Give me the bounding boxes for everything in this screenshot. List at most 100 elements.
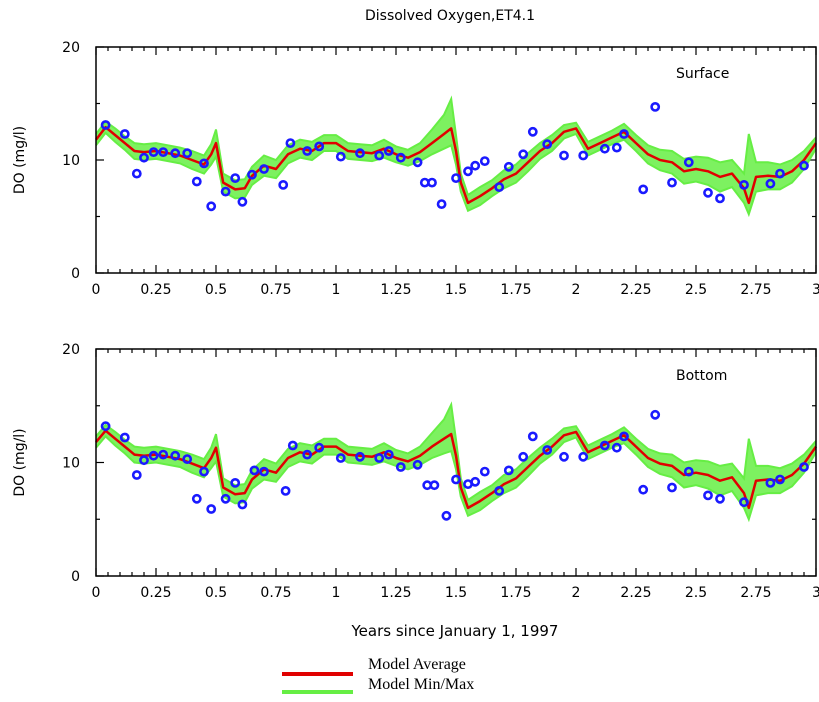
observation-point (119, 432, 130, 443)
x-tick-label: 0.75 (260, 585, 291, 601)
x-tick-label: 2.75 (740, 585, 771, 601)
bottom-panel: 0 0.25 0.5 0.75 1 1.25 1.5 1.75 2 2.25 2.5 2.75 3 0 10… (12, 342, 819, 601)
observation-point (148, 147, 159, 157)
series-model-max-line (95, 401, 817, 502)
x-tick-label: 2.25 (620, 585, 651, 601)
x-tick-label: 2 (572, 282, 581, 298)
observation-point (703, 490, 713, 501)
observation-point (158, 449, 169, 460)
observation-point (182, 148, 193, 159)
observation-point (314, 141, 325, 152)
observation-point (451, 173, 461, 183)
observation-point (619, 431, 629, 442)
chart-title: Dissolved Oxygen,ET4.1 (365, 8, 535, 24)
observation-point (302, 146, 313, 156)
observation-point (578, 150, 589, 161)
observation-point (427, 177, 437, 188)
observation-point (451, 474, 461, 485)
observation-point (503, 465, 514, 476)
observation-point (100, 120, 111, 130)
y-tick-label: 20 (62, 40, 80, 56)
observation-point (494, 485, 505, 496)
observation-point (335, 453, 346, 463)
observation-point (302, 449, 313, 460)
y-tick-label: 10 (62, 456, 80, 472)
x-tick-label: 2.5 (685, 585, 707, 601)
observation-point (131, 470, 142, 480)
series-model-min-line (95, 434, 817, 523)
x-tick-label: 1.25 (380, 585, 411, 601)
observation-point (739, 497, 749, 508)
plot-frame (95, 46, 817, 274)
observation-point (715, 493, 725, 504)
observation-point (611, 442, 622, 453)
observation-point (715, 193, 725, 204)
observation-point (503, 161, 514, 172)
observation-point (470, 160, 481, 171)
x-tick-label: 3 (812, 585, 819, 601)
observation-point (429, 480, 440, 491)
x-tick-label: 0 (92, 585, 101, 601)
observation-point (119, 129, 130, 139)
legend-label-model-minmax: Model Min/Max (368, 676, 474, 693)
observation-point (355, 451, 365, 462)
observation-point (683, 157, 694, 168)
observation-point (182, 454, 193, 464)
observation-point (237, 196, 248, 207)
observation-point (542, 139, 553, 150)
x-tick-label: 1.5 (445, 282, 467, 298)
x-tick-label: 0.5 (205, 585, 227, 601)
x-tick-label: 2 (572, 585, 581, 601)
observation-point (374, 150, 385, 161)
y-axis-label: DO (mg/l) (12, 428, 28, 496)
observation-point (650, 409, 661, 420)
observation-point (638, 484, 649, 495)
observation-point (191, 176, 202, 187)
observation-point (139, 455, 149, 466)
observation-point (191, 493, 202, 504)
x-tick-label: 1 (332, 282, 341, 298)
plot-frame (95, 348, 817, 577)
observation-point (100, 421, 111, 432)
observation-point (374, 453, 385, 463)
x-tick-label: 1 (332, 585, 341, 601)
observation-point (494, 182, 505, 192)
x-tick-label: 2.5 (685, 282, 707, 298)
observation-point (249, 465, 260, 476)
x-tick-label: 1.5 (445, 585, 467, 601)
y-tick-label: 10 (62, 153, 80, 169)
observation-point (383, 449, 394, 460)
observation-point (199, 158, 209, 169)
observation-point (683, 466, 694, 477)
observation-point (287, 440, 298, 451)
observation-point (259, 466, 269, 477)
observation-point (775, 474, 785, 485)
observation-point (527, 126, 538, 137)
observation-point (650, 102, 661, 112)
x-tick-label: 1.75 (500, 282, 531, 298)
observation-point (619, 129, 629, 139)
observation-point (559, 451, 569, 462)
observation-point (259, 164, 269, 174)
observation-point (237, 499, 248, 510)
observation-point (667, 177, 677, 188)
observation-point (247, 169, 257, 180)
observation-point (518, 149, 529, 160)
observation-point (703, 187, 713, 198)
observation-point (230, 477, 241, 488)
x-tick-label: 0.25 (140, 282, 171, 298)
observation-point (206, 201, 217, 212)
observation-point (599, 143, 610, 154)
observation-point (131, 168, 142, 179)
observation-point (542, 445, 553, 455)
x-axis-label: Years since January 1, 1997 (351, 622, 559, 640)
observation-point (518, 451, 529, 462)
legend-label-model-average: Model Average (368, 656, 466, 673)
observation-point (479, 156, 490, 166)
observation-point (527, 431, 538, 442)
x-tick-label: 1.75 (500, 585, 531, 601)
observation-point (314, 442, 325, 453)
series-model-min-line (95, 131, 817, 218)
observation-point (199, 466, 209, 477)
